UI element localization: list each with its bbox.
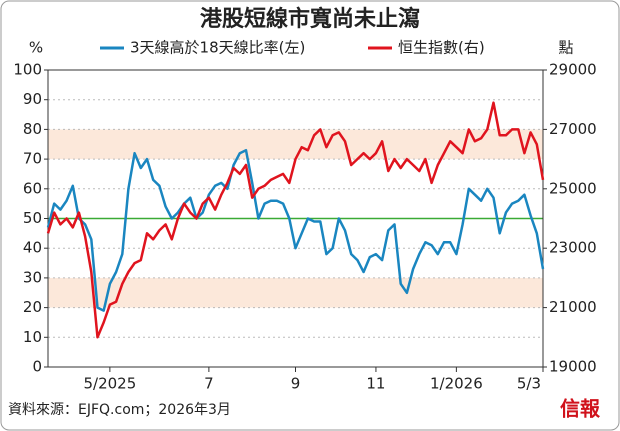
y-tick-label: 30 xyxy=(23,268,42,286)
x-tick-label: 7 xyxy=(204,375,214,393)
chart-title: 港股短線市寬尚未止瀉 xyxy=(200,6,420,32)
x-tick-label: 1/2026 xyxy=(430,375,483,393)
source: 資料來源：EJFQ.com；2026年3月 xyxy=(8,402,231,418)
y2-unit: 點 xyxy=(558,39,573,57)
y2-tick-label: 29000 xyxy=(549,61,597,79)
y-tick-label: 10 xyxy=(23,328,42,346)
y-tick-label: 80 xyxy=(23,120,42,138)
y-unit: % xyxy=(29,39,43,57)
x-tick-label: 5/2025 xyxy=(83,375,136,393)
y-tick-label: 0 xyxy=(32,358,42,376)
series-line xyxy=(46,148,545,312)
y-tick-label: 40 xyxy=(23,239,42,257)
y-tick-label: 90 xyxy=(23,90,42,108)
y2-tick-label: 19000 xyxy=(549,358,597,376)
y-tick-label: 100 xyxy=(13,61,42,79)
legend-label: 3天線高於18天線比率(左) xyxy=(130,39,305,57)
y2-tick-label: 21000 xyxy=(549,298,597,316)
x-tick-label: 9 xyxy=(291,375,301,393)
x-tick-label: 5/3 xyxy=(517,375,541,393)
logo: 信報 xyxy=(560,397,601,421)
band xyxy=(48,277,543,308)
y-tick-label: 20 xyxy=(23,298,42,316)
series-line xyxy=(46,101,545,339)
y2-tick-label: 23000 xyxy=(549,239,597,257)
y-tick-label: 50 xyxy=(23,209,42,227)
y-tick-label: 60 xyxy=(23,179,42,197)
y2-tick-label: 25000 xyxy=(549,179,597,197)
x-tick-label: 11 xyxy=(366,375,385,393)
legend-label: 恒生指數(右) xyxy=(398,39,485,57)
y2-tick-label: 27000 xyxy=(549,120,597,138)
y-tick-label: 70 xyxy=(23,150,42,168)
band xyxy=(48,129,543,160)
